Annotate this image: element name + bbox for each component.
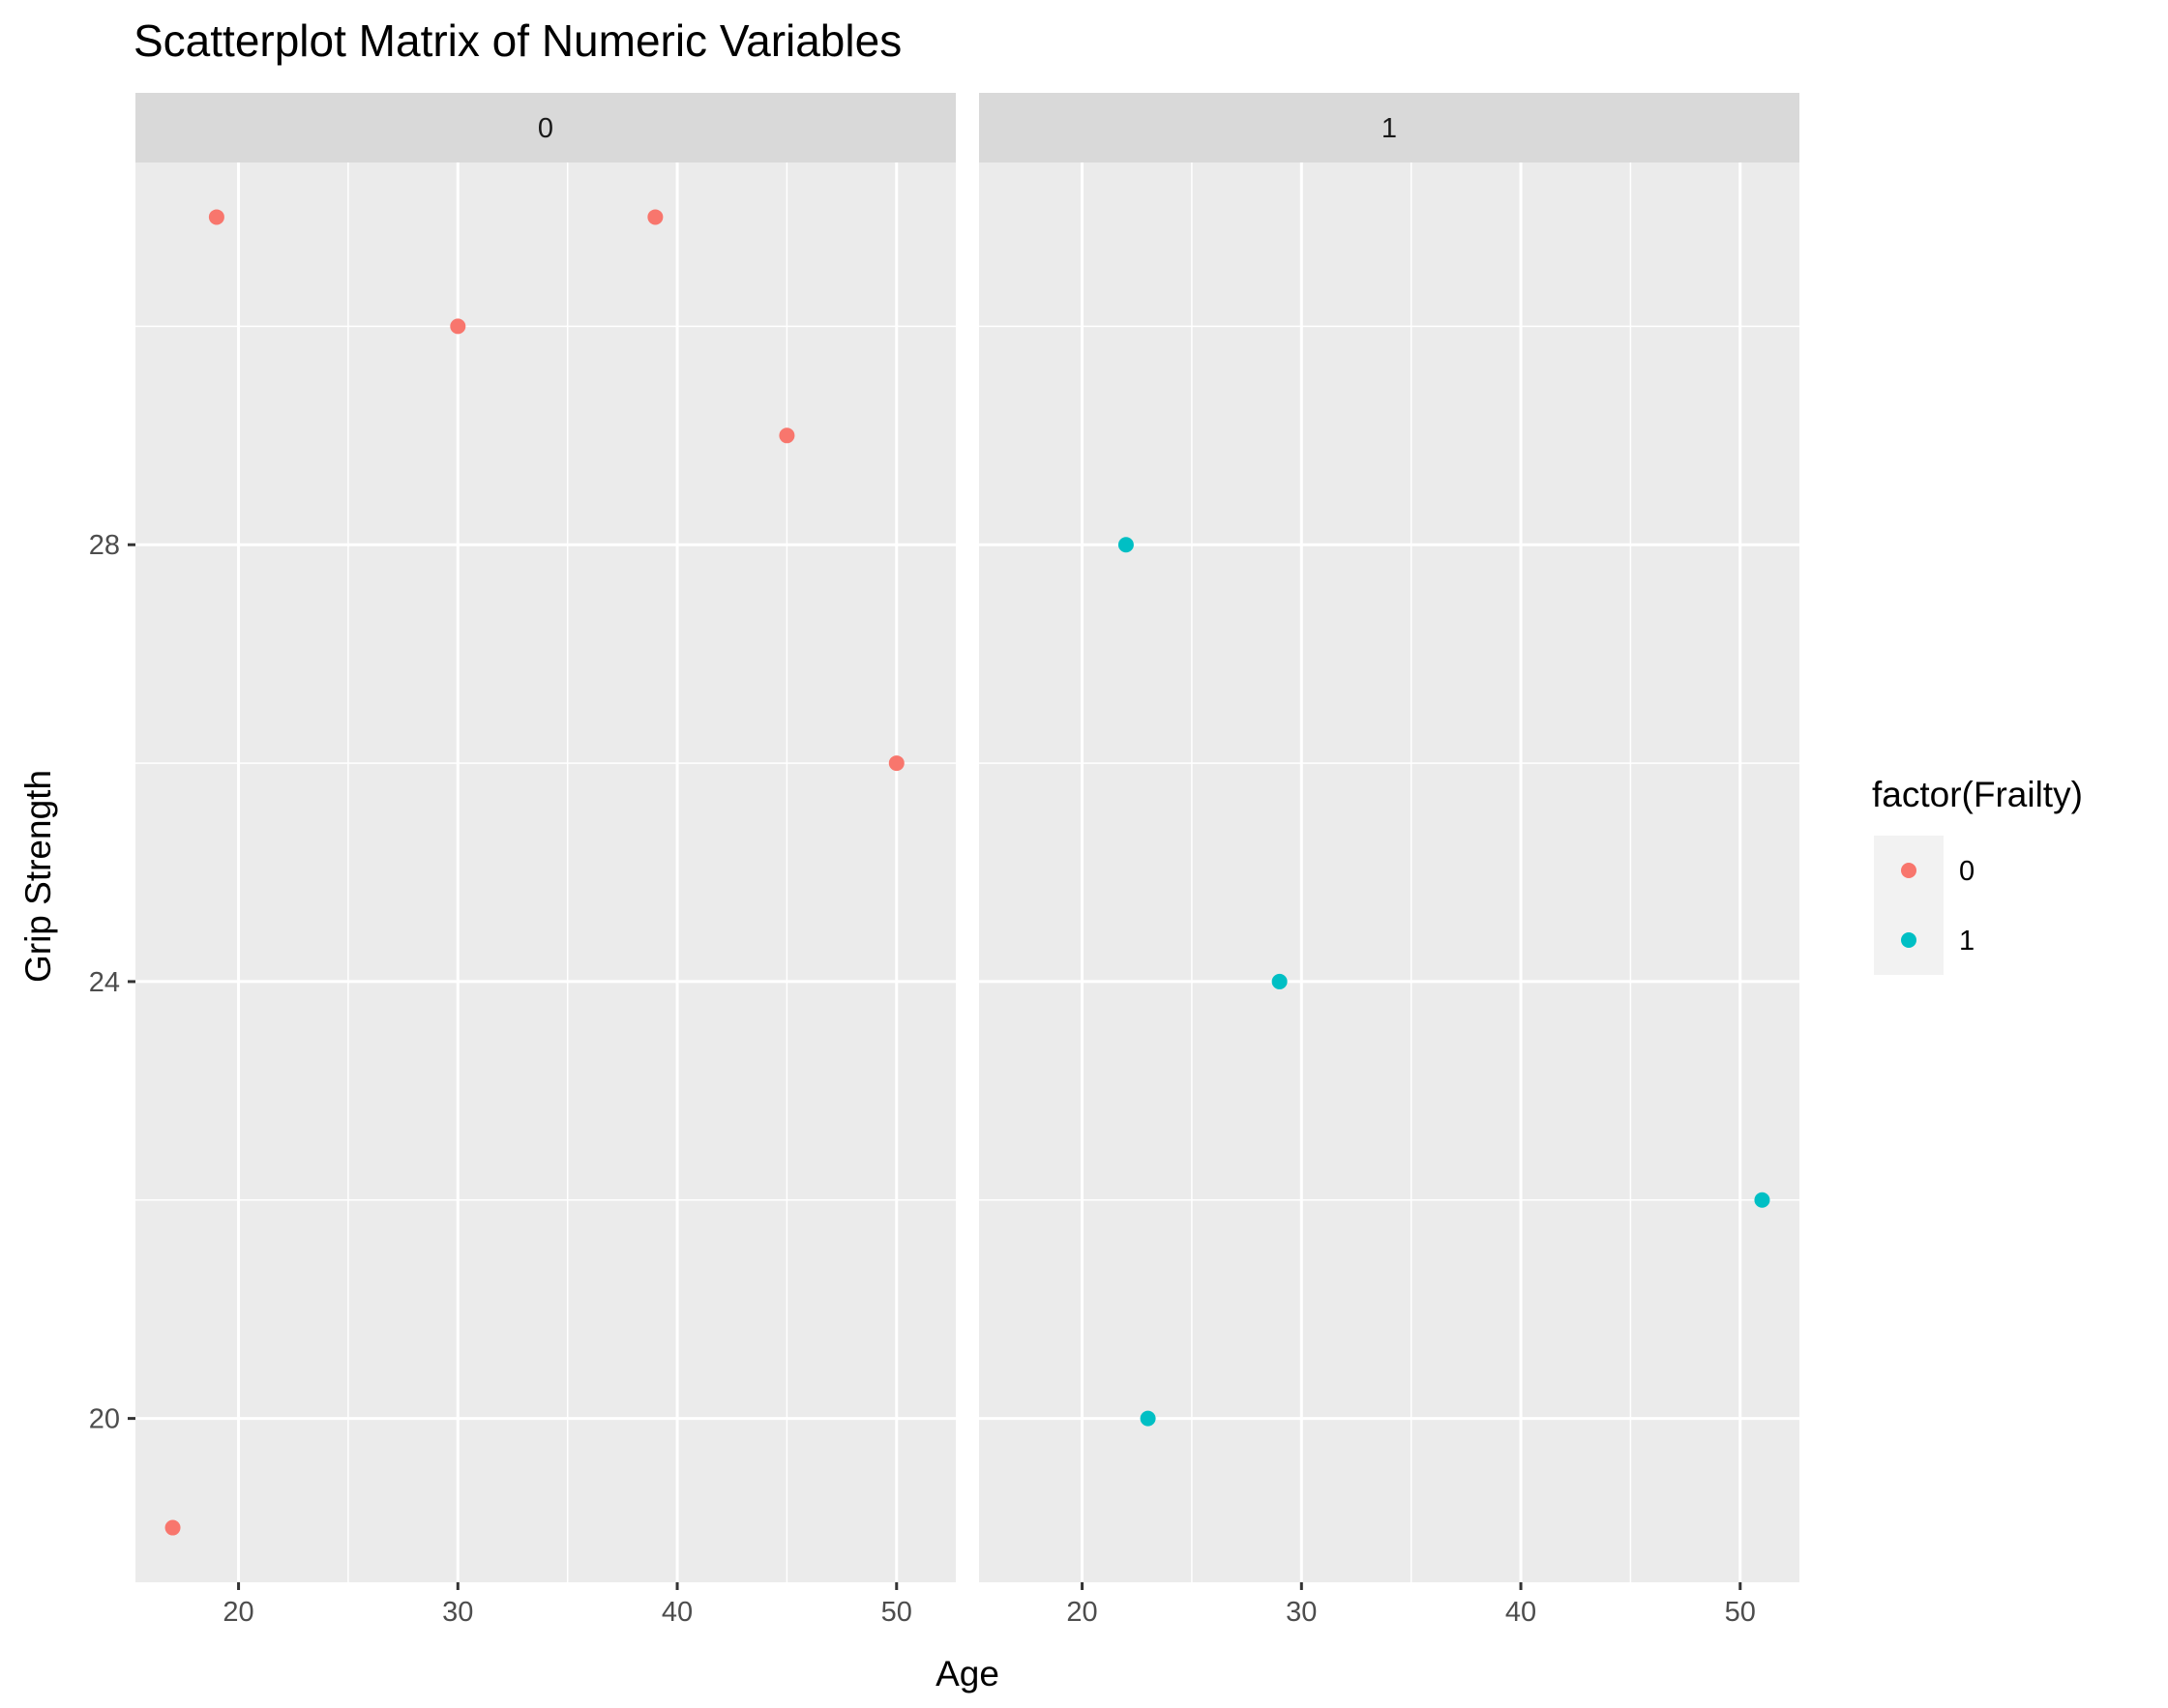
x-tick-label: 20 xyxy=(1066,1597,1097,1628)
x-axis-title: Age xyxy=(936,1654,999,1693)
facet-strip-label: 1 xyxy=(1381,113,1397,144)
data-point xyxy=(450,318,466,335)
y-axis: 20 24 28 xyxy=(89,530,135,1435)
x-tick-label: 40 xyxy=(1505,1597,1536,1628)
data-point xyxy=(208,209,224,225)
legend-key-point xyxy=(1901,932,1916,948)
x-tick-label: 30 xyxy=(1286,1597,1317,1628)
legend-title: factor(Frailty) xyxy=(1872,775,2083,814)
data-point xyxy=(1271,973,1288,989)
y-tick-label: 24 xyxy=(89,967,120,998)
panel-background xyxy=(135,162,956,1582)
data-point xyxy=(1754,1192,1770,1208)
panel-background xyxy=(979,162,1799,1582)
legend-label: 0 xyxy=(1959,856,1975,887)
legend-label: 1 xyxy=(1959,926,1975,957)
y-tick-label: 20 xyxy=(89,1404,120,1435)
facet-panel-1: 1 20 30 40 50 xyxy=(979,93,1799,1628)
legend-key-point xyxy=(1901,863,1916,878)
facet-strip-label: 0 xyxy=(538,113,553,144)
x-tick-label: 20 xyxy=(223,1597,253,1628)
y-tick-label: 28 xyxy=(89,530,120,561)
facet-strip-background xyxy=(979,93,1799,162)
data-point xyxy=(779,427,795,444)
legend-key-background xyxy=(1874,836,1944,975)
y-axis-title: Grip Strength xyxy=(18,770,58,983)
data-point xyxy=(1117,537,1134,553)
x-tick-label: 40 xyxy=(662,1597,693,1628)
facet-panel-0: 0 20 30 40 50 xyxy=(135,93,956,1628)
legend: factor(Frailty) 0 1 xyxy=(1872,775,2083,975)
data-point xyxy=(164,1519,181,1536)
data-point xyxy=(647,209,664,225)
facet-strip-background xyxy=(135,93,956,162)
x-tick-label: 50 xyxy=(1725,1597,1756,1628)
data-point xyxy=(888,755,905,772)
data-point xyxy=(1140,1410,1156,1427)
x-tick-label: 30 xyxy=(442,1597,473,1628)
facet-panels: 0 20 30 40 50 1 20 30 40 50 xyxy=(135,93,1799,1628)
chart-title: Scatterplot Matrix of Numeric Variables xyxy=(134,15,902,66)
x-tick-label: 50 xyxy=(881,1597,912,1628)
